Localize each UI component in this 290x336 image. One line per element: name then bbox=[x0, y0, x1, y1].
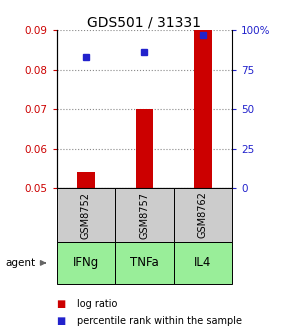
Bar bbox=[57, 188, 115, 242]
Text: GSM8757: GSM8757 bbox=[139, 192, 149, 239]
Bar bbox=[194, 30, 211, 188]
Bar bbox=[135, 109, 153, 188]
Text: IFNg: IFNg bbox=[73, 256, 99, 269]
Text: GSM8762: GSM8762 bbox=[198, 192, 208, 239]
Bar bbox=[115, 242, 173, 284]
Text: TNFa: TNFa bbox=[130, 256, 159, 269]
Bar bbox=[173, 188, 232, 242]
Bar bbox=[173, 242, 232, 284]
Text: IL4: IL4 bbox=[194, 256, 211, 269]
Bar bbox=[57, 242, 115, 284]
Bar bbox=[77, 172, 95, 188]
Text: GSM8752: GSM8752 bbox=[81, 192, 91, 239]
Text: log ratio: log ratio bbox=[77, 299, 117, 309]
Bar bbox=[115, 188, 173, 242]
Text: ■: ■ bbox=[57, 299, 66, 309]
Text: agent: agent bbox=[6, 258, 36, 268]
Text: percentile rank within the sample: percentile rank within the sample bbox=[77, 316, 242, 326]
Title: GDS501 / 31331: GDS501 / 31331 bbox=[87, 15, 201, 29]
Text: ■: ■ bbox=[57, 316, 66, 326]
